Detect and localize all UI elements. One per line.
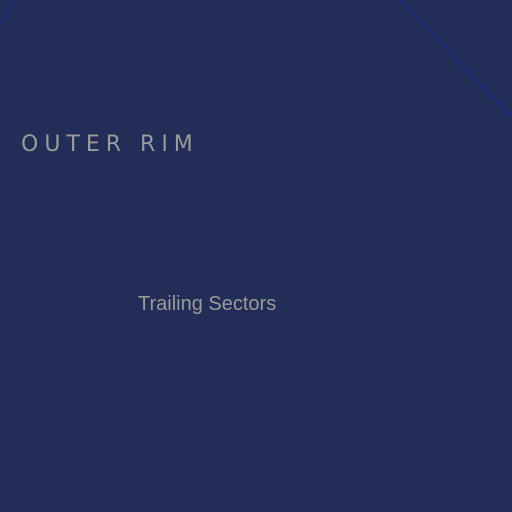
hyperspace-lane-line bbox=[0, 0, 15, 26]
hyperspace-lane-line bbox=[399, 0, 512, 118]
region-label-outer-rim: OUTER RIM bbox=[21, 132, 199, 157]
sector-label-trailing-sectors: Trailing Sectors bbox=[138, 293, 277, 315]
